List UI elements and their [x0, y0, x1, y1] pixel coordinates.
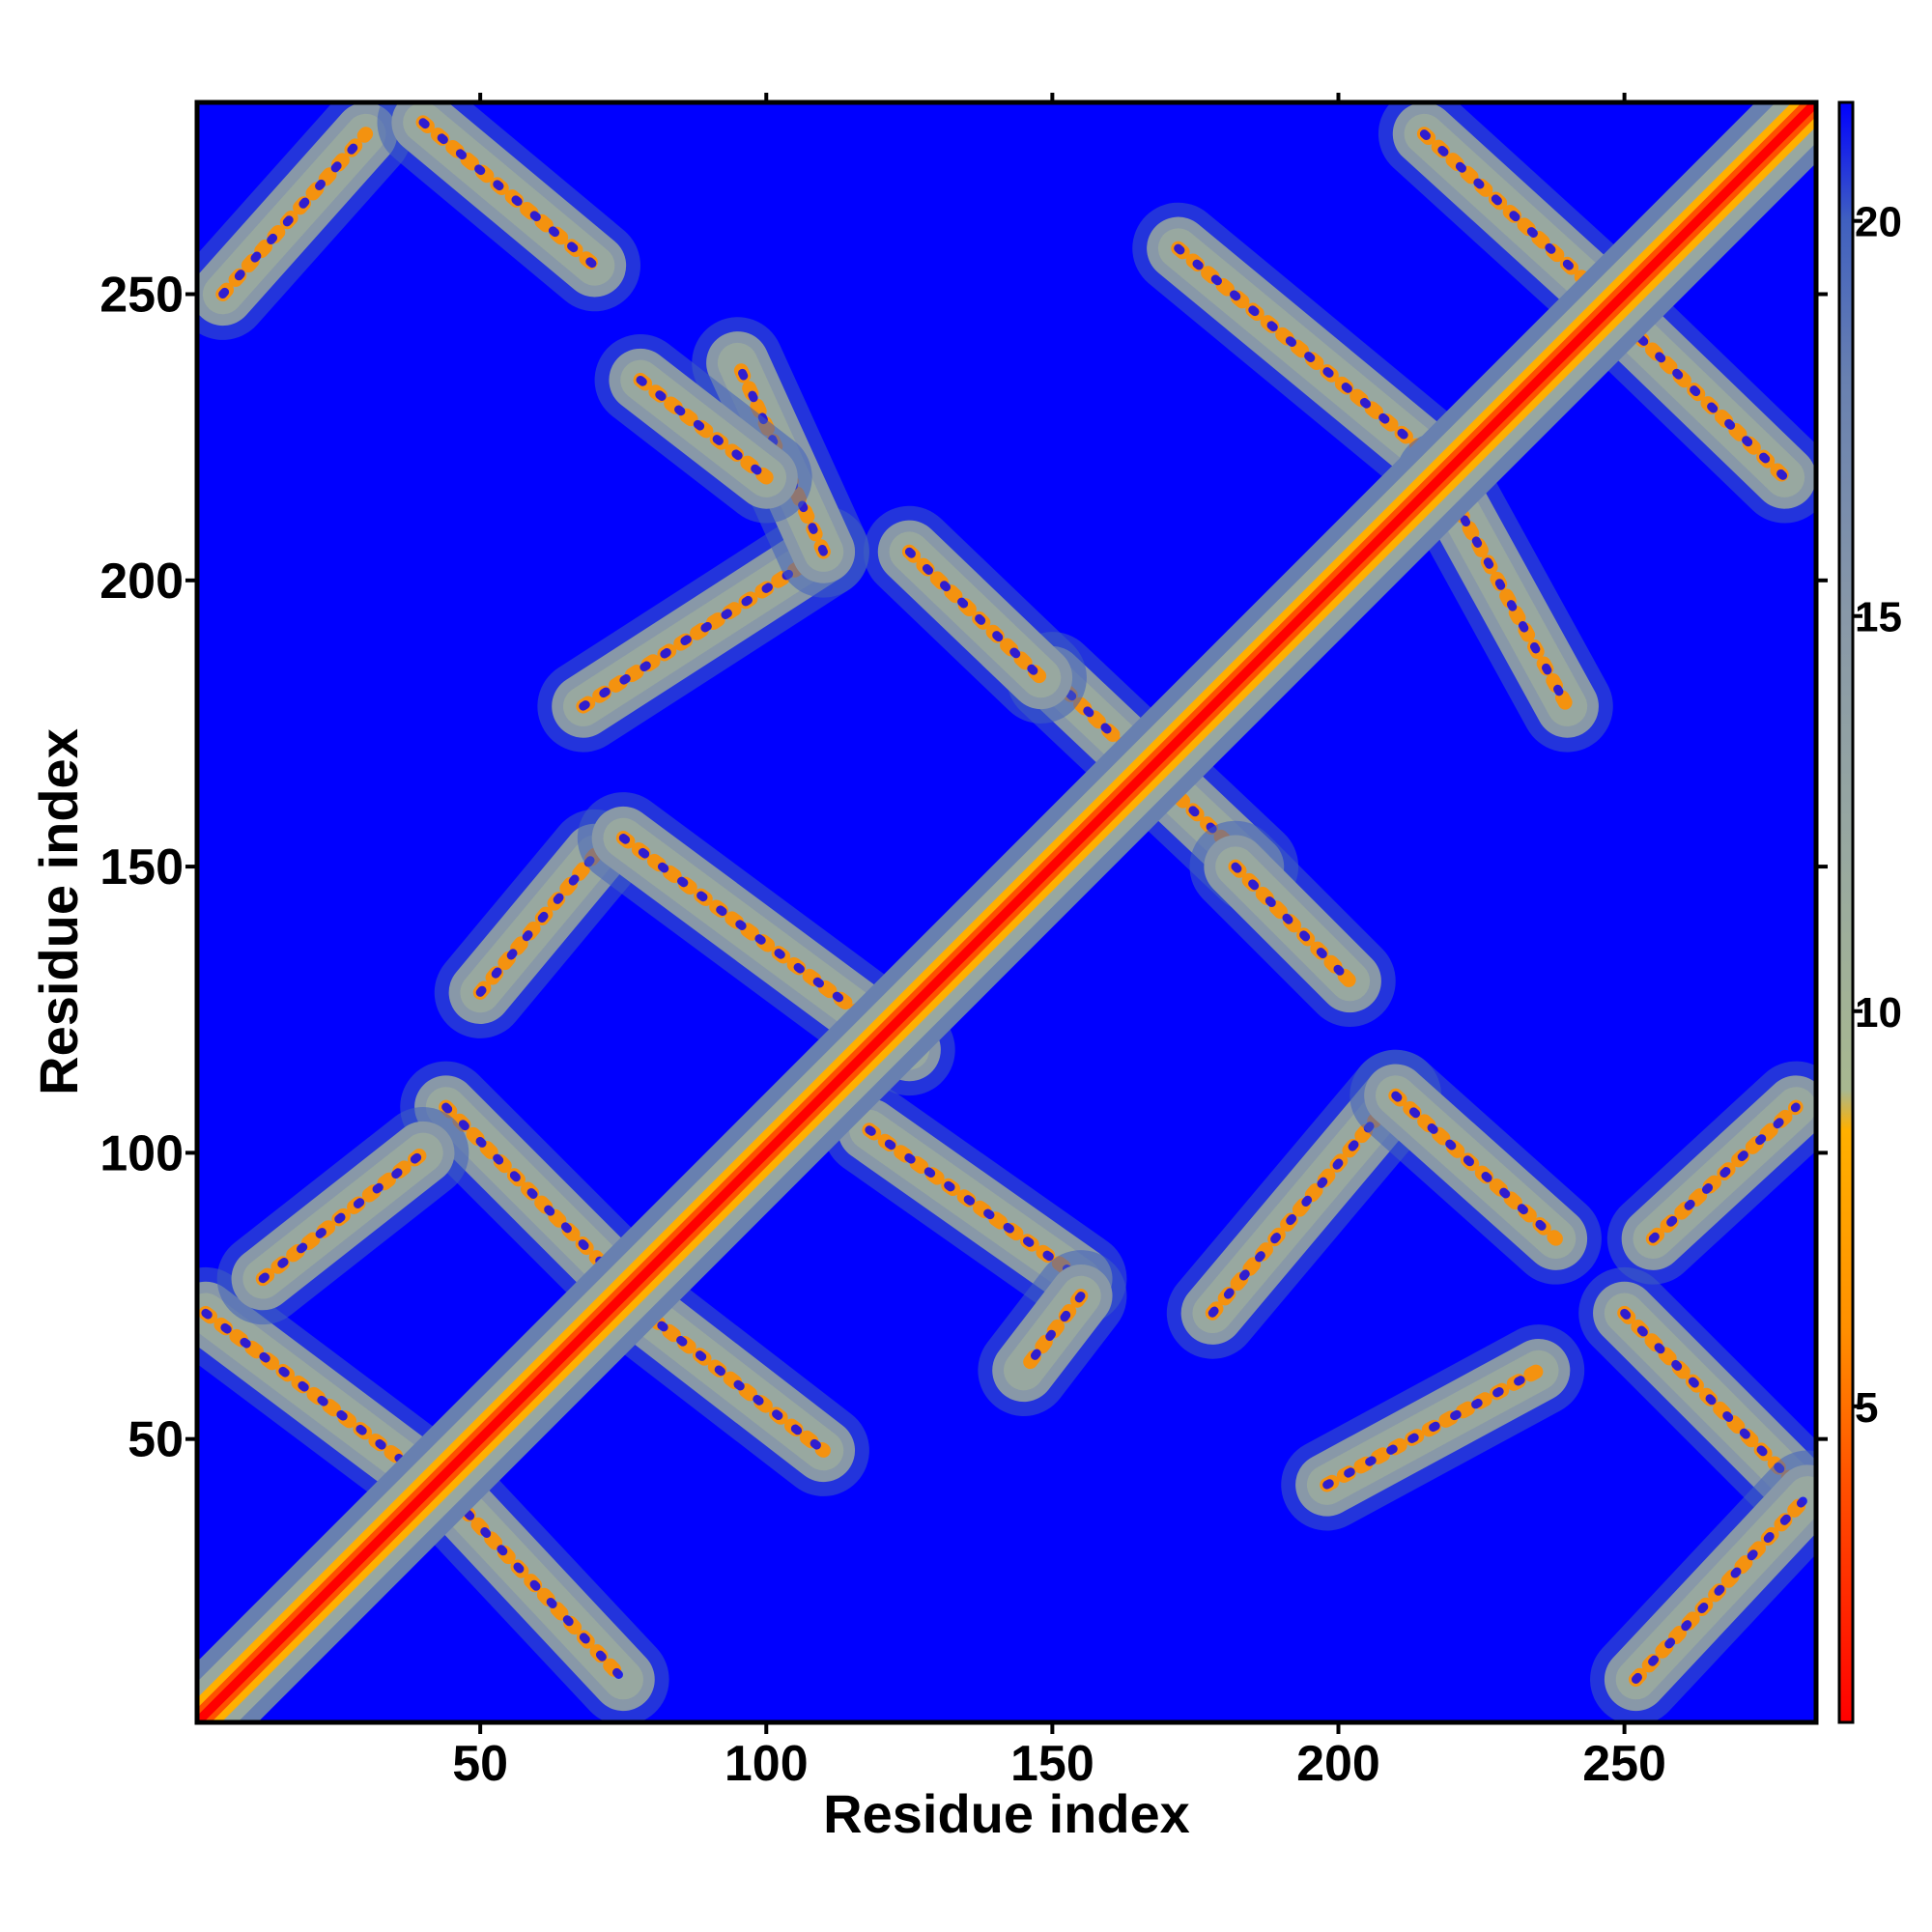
x-axis-label: Residue index — [823, 1783, 1190, 1844]
contact-band-layer — [258, 1148, 428, 1284]
contact-band-layer — [201, 1308, 440, 1490]
y-tick-label: 150 — [99, 839, 184, 895]
colorbar-ticks: 5 10 15 20 — [1853, 199, 1902, 1432]
heatmap-cells — [197, 102, 1816, 1722]
contact-band-layer — [1419, 129, 1618, 310]
contact-band-layer — [1019, 1292, 1086, 1376]
contact-band-layer — [215, 127, 374, 301]
contact-band — [1578, 1266, 1816, 1531]
contact-band — [537, 505, 869, 753]
x-tick-label: 50 — [452, 1736, 508, 1792]
contact-band — [863, 505, 1087, 724]
colorbar-tick-label: 5 — [1855, 1384, 1878, 1432]
y-tick-label: 250 — [99, 268, 184, 324]
contact-band-layer — [904, 547, 1045, 682]
contact-band — [594, 334, 812, 524]
y-tick-label: 50 — [128, 1412, 184, 1468]
contact-band — [216, 1106, 469, 1325]
colorbar — [1837, 100, 1855, 1724]
contact-band — [978, 1250, 1127, 1416]
contact-band-layer — [865, 1125, 1086, 1284]
contact-band — [197, 1266, 481, 1531]
contact-band-layer — [1388, 1088, 1563, 1246]
contact-band — [1606, 1061, 1816, 1285]
contact-band — [1350, 1049, 1602, 1285]
x-tick-label: 200 — [1296, 1736, 1380, 1792]
colorbar-tick-label: 20 — [1855, 199, 1902, 246]
contact-band-layer — [579, 547, 828, 711]
contact-band-layer — [1648, 1102, 1801, 1243]
x-tick-label: 250 — [1582, 1736, 1666, 1792]
contact-band-layer — [1322, 1366, 1544, 1490]
contact-band — [1281, 1324, 1585, 1531]
x-tick-label: 150 — [1010, 1736, 1094, 1792]
contact-band — [377, 102, 640, 312]
contact-band — [1166, 1049, 1442, 1359]
contact-band — [823, 1084, 1127, 1325]
contact-band-layer — [1617, 315, 1792, 485]
y-tick-label: 200 — [99, 554, 184, 610]
y-tick-label: 100 — [99, 1125, 184, 1181]
contact-band-layer — [415, 115, 602, 273]
contact-band-layer — [1208, 1091, 1401, 1318]
contact-band-layer — [1436, 472, 1572, 711]
x-tick-label: 100 — [724, 1736, 809, 1792]
contact-band — [1132, 202, 1488, 512]
contact-band — [434, 809, 640, 1038]
contact-band-layer — [475, 850, 600, 997]
contact-band — [1590, 1450, 1816, 1722]
contact-band-layer — [447, 1492, 628, 1685]
contact-band-layer — [1174, 243, 1446, 470]
diagonal-band — [197, 102, 1816, 1722]
diagonal-band-layer — [197, 102, 1816, 1722]
contact-band — [197, 102, 412, 340]
contact-band-layer — [618, 1292, 828, 1455]
plot-frame — [194, 99, 1819, 1725]
contact-band-layer — [1620, 1308, 1801, 1490]
y-axis-ticks: 50 100 150 200 250 — [99, 268, 1828, 1468]
contact-band — [406, 1450, 669, 1722]
contact-band-layer — [441, 1102, 622, 1284]
contact-band — [1578, 276, 1816, 524]
x-axis-ticks: 50 100 150 200 250 — [452, 93, 1666, 1792]
contact-band-layer — [1231, 862, 1354, 986]
colorbar-tick-label: 10 — [1855, 989, 1902, 1037]
contact-band — [1189, 820, 1396, 1028]
y-axis-label: Residue index — [28, 728, 89, 1095]
contact-band-layer — [636, 375, 771, 482]
contact-band-layer — [1631, 1492, 1812, 1685]
contact-band-layer — [1047, 673, 1258, 871]
contact-band — [400, 1061, 664, 1325]
colorbar-tick-label: 15 — [1855, 594, 1902, 641]
